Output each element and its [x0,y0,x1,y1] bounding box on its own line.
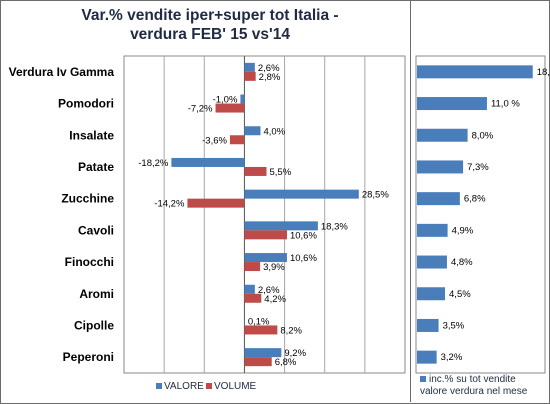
category-label: Insalate [69,128,114,142]
incidence-data-label: 3,5% [443,320,465,331]
incidence-bar [417,65,533,79]
valore-bar [244,189,359,199]
valore-data-label: 28,5% [362,190,389,201]
incidence-bar [417,97,487,111]
valore-bar [244,221,318,231]
incidence-data-label: 3,2% [441,352,463,363]
category-label: Cavoli [78,223,114,237]
valore-bar [240,94,245,104]
incidence-data-label: 7,3% [467,162,489,173]
valore-bar [244,253,287,263]
legend-swatch [206,383,212,389]
volume-data-label: -14,2% [154,199,185,210]
volume-data-label: 10,6% [290,230,317,241]
incidence-data-label: 4,8% [451,257,473,268]
incidence-data-label: 4,9% [452,225,474,236]
incidence-bar [417,318,439,332]
volume-bar [244,293,262,303]
valore-data-label: 0,1% [248,316,270,327]
category-label: Cipolle [74,318,114,332]
volume-bar [244,71,256,81]
volume-bar [244,357,272,367]
category-label: Patate [78,160,114,174]
volume-bar [229,135,245,145]
incidence-data-label: 4,5% [449,289,471,300]
incidence-data-label: 8,0% [472,130,494,141]
legend-label: VALORE [164,381,204,392]
volume-bar [187,198,245,208]
volume-data-label: -7,2% [188,104,213,115]
chart-title: Var.% vendite iper+super tot Italia - ve… [20,6,400,44]
valore-data-label: -1,0% [213,95,238,106]
valore-data-label: 9,2% [284,348,306,359]
volume-bar [215,103,245,113]
category-label: Peperoni [63,350,114,364]
valore-data-label: 2,6% [258,285,280,296]
valore-data-label: 4,0% [263,126,285,137]
legend-swatch-incidence [420,376,426,382]
incidence-bar [417,160,464,174]
volume-data-label: 5,5% [270,167,292,178]
legend-label: VOLUME [214,381,257,392]
valore-data-label: 2,6% [258,63,280,74]
valore-bar [244,62,255,72]
category-label: Zucchine [61,192,114,206]
panel-divider [410,0,411,402]
category-label: Verdura Iv Gamma [9,65,115,79]
category-label: Finocchi [65,255,114,269]
volume-data-label: 2,8% [259,72,281,83]
incidence-data-label: 11,0 % [491,99,520,110]
incidence-data-label: 18,1 % [537,67,550,78]
volume-data-label: 4,2% [264,294,286,305]
incidence-data-label: 6,8% [464,194,486,205]
legend-label-incidence: inc.% su tot vendite [429,374,516,385]
incidence-bar [417,287,446,301]
valore-bar [244,316,246,326]
volume-bar [244,325,278,335]
volume-bar [244,166,267,176]
plot-area [123,55,406,374]
volume-data-label: 8,2% [280,325,302,336]
volume-bar [244,230,287,240]
valore-bar [244,348,282,358]
volume-data-label: 3,9% [263,262,285,273]
incidence-bar [417,350,437,364]
title-line-1: Var.% vendite iper+super tot Italia - [81,7,339,24]
title-line-2: verdura FEB' 15 vs'14 [130,26,290,43]
volume-bar [244,262,261,272]
volume-data-label: 6,8% [275,357,297,368]
valore-data-label: -18,2% [138,158,169,169]
incidence-bar [417,192,460,206]
volume-data-label: -3,6% [202,135,227,146]
valore-data-label: 18,3% [321,221,348,232]
valore-bar [171,157,245,167]
category-label: Aromi [79,287,114,301]
category-label: Pomodori [58,97,114,111]
incidence-bar [417,255,447,269]
legend-label-incidence: valore verdura nel mese [420,386,528,397]
incidence-bar [417,223,448,237]
incidence-bar [417,128,468,142]
valore-bar [244,126,261,136]
valore-data-label: 10,6% [290,253,317,264]
valore-bar [244,284,255,294]
legend-swatch [156,383,162,389]
